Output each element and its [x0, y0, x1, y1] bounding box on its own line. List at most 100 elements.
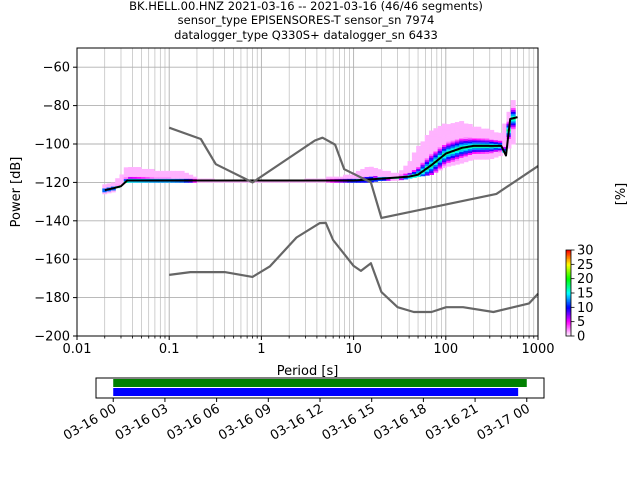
density-cell	[463, 129, 469, 132]
density-cell	[360, 168, 366, 172]
density-cell	[493, 132, 499, 135]
y-axis-label: Power [dB]	[9, 157, 24, 228]
density-cell	[106, 189, 112, 192]
density-cell	[153, 176, 159, 179]
density-cell	[398, 174, 404, 177]
density-cell	[437, 152, 443, 156]
density-cell	[424, 161, 430, 165]
density-cell	[153, 174, 159, 177]
density-cell	[489, 141, 495, 144]
density-cell	[257, 180, 263, 183]
density-cell	[149, 172, 155, 176]
density-cell	[454, 133, 460, 136]
density-cell	[463, 125, 469, 128]
density-cell	[433, 128, 439, 131]
density-cell	[484, 145, 490, 149]
density-cell	[420, 166, 426, 169]
density-cell	[351, 174, 357, 177]
density-cell	[429, 143, 434, 147]
colorbar-segment	[566, 250, 571, 252]
density-cell	[175, 176, 181, 179]
density-cell	[355, 172, 361, 176]
colorbar-segment	[566, 252, 571, 255]
density-cell	[472, 142, 477, 145]
density-cell	[317, 180, 323, 183]
density-cell	[476, 132, 482, 135]
density-cell	[467, 156, 473, 159]
density-cell	[476, 155, 482, 158]
colorbar-segment	[566, 267, 571, 270]
density-cell	[416, 170, 422, 174]
colorbar-segment	[566, 331, 571, 334]
density-cell	[463, 159, 469, 163]
density-cell	[446, 137, 452, 140]
density-cell	[454, 152, 460, 156]
density-cell	[433, 135, 439, 139]
density-cell	[459, 140, 465, 143]
density-cell	[201, 180, 207, 183]
colorbar-segment	[566, 295, 571, 298]
density-cell	[123, 178, 129, 182]
density-cell	[510, 111, 516, 114]
density-cell	[472, 155, 477, 158]
density-cell	[166, 180, 172, 183]
colorbar-segment	[566, 311, 571, 314]
density-cell	[416, 151, 422, 154]
density-cell	[502, 138, 508, 142]
density-cell	[450, 163, 456, 166]
density-cell	[510, 142, 516, 145]
timeline-tick-label: 03-16 00	[61, 401, 119, 443]
density-cell	[433, 133, 439, 137]
density-cell	[420, 164, 426, 167]
density-cell	[145, 168, 151, 172]
density-cell	[510, 140, 516, 143]
x-tick-label: 0.1	[159, 342, 180, 357]
density-cell	[192, 180, 198, 183]
density-cell	[484, 138, 490, 141]
density-cell	[454, 154, 460, 157]
density-cell	[437, 150, 443, 154]
y-tick-label: −200	[34, 330, 70, 345]
colorbar-segment	[566, 294, 571, 297]
density-cell	[480, 142, 486, 145]
density-cell	[407, 164, 413, 168]
density-cell	[171, 180, 177, 183]
density-cell	[450, 157, 456, 160]
density-cell	[424, 159, 430, 163]
density-cell	[497, 140, 503, 143]
density-cell	[429, 145, 434, 149]
density-cell	[463, 154, 469, 157]
density-cell	[467, 137, 473, 140]
density-cell	[429, 132, 434, 135]
density-cell	[343, 176, 348, 179]
density-cell	[407, 168, 413, 171]
density-cell	[149, 176, 155, 179]
density-cell	[433, 157, 439, 160]
density-cell	[433, 158, 439, 162]
density-cell	[450, 146, 456, 149]
density-cell	[158, 174, 164, 177]
density-cell	[416, 161, 422, 164]
density-cell	[304, 180, 310, 183]
density-cell	[416, 149, 422, 152]
density-cell	[463, 123, 469, 126]
density-cell	[467, 127, 473, 131]
density-cell	[433, 130, 439, 133]
density-cell	[502, 127, 508, 130]
density-cell	[450, 126, 456, 130]
density-cell	[179, 180, 185, 183]
colorbar-tick-label: 30	[577, 244, 594, 259]
density-cell	[132, 176, 138, 179]
density-cell	[179, 174, 185, 177]
density-cell	[489, 137, 495, 140]
density-cell	[416, 165, 422, 168]
density-cell	[368, 170, 374, 173]
density-cell	[403, 173, 409, 176]
density-cell	[446, 156, 452, 159]
density-cell	[132, 172, 138, 176]
density-cell	[437, 145, 443, 148]
density-cell	[437, 168, 443, 171]
density-cell	[429, 151, 434, 154]
density-cell	[510, 119, 516, 122]
